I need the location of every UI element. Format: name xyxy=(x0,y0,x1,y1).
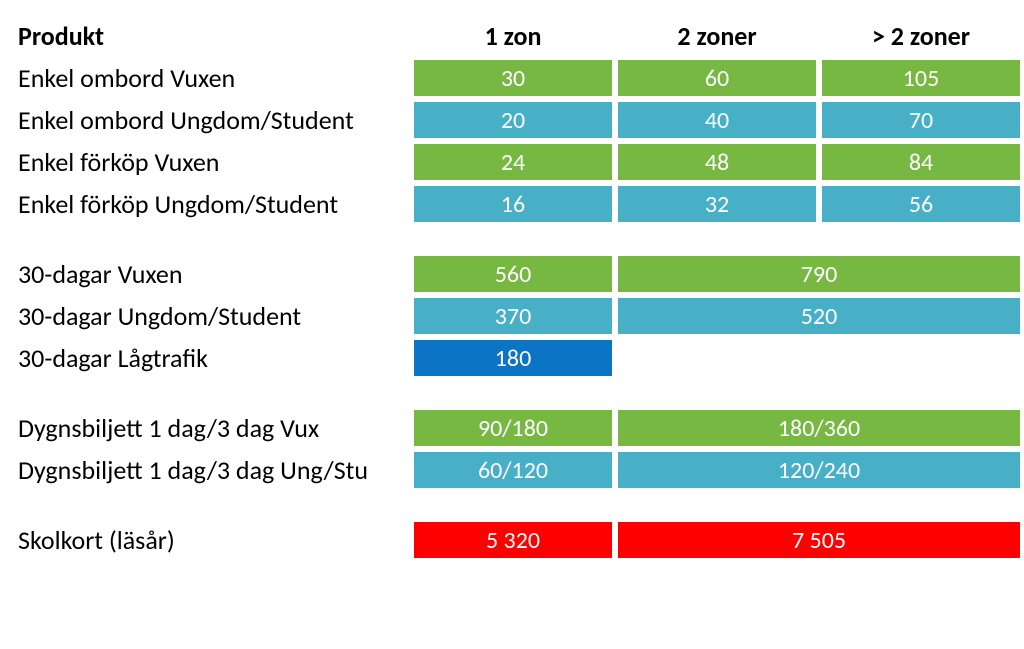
price-cell: 180/360 xyxy=(618,410,1020,446)
price-cell: 70 xyxy=(822,102,1020,138)
price-cell: 105 xyxy=(822,60,1020,96)
row-label: Enkel ombord Ungdom/Student xyxy=(18,102,408,138)
price-cell: 60/120 xyxy=(414,452,612,488)
header-zone-3: > 2 zoner xyxy=(822,18,1020,54)
row-label: 30-dagar Lågtrafik xyxy=(18,340,408,376)
header-zone-1: 1 zon xyxy=(414,18,612,54)
price-cell: 30 xyxy=(414,60,612,96)
row-label: Enkel förköp Ungdom/Student xyxy=(18,186,408,222)
price-cell: 520 xyxy=(618,298,1020,334)
price-cell: 7 505 xyxy=(618,522,1020,558)
price-cell: 40 xyxy=(618,102,816,138)
row-label: Skolkort (läsår) xyxy=(18,522,408,558)
price-cell: 60 xyxy=(618,60,816,96)
row-label: Enkel ombord Vuxen xyxy=(18,60,408,96)
group-spacer xyxy=(18,382,1020,404)
row-label: Dygnsbiljett 1 dag/3 dag Vux xyxy=(18,410,408,446)
price-cell: 370 xyxy=(414,298,612,334)
header-zone-2: 2 zoner xyxy=(618,18,816,54)
price-cell: 180 xyxy=(414,340,612,376)
price-cell: 560 xyxy=(414,256,612,292)
price-cell: 20 xyxy=(414,102,612,138)
row-label: Enkel förköp Vuxen xyxy=(18,144,408,180)
row-label: Dygnsbiljett 1 dag/3 dag Ung/Stu xyxy=(18,452,408,488)
price-cell: 120/240 xyxy=(618,452,1020,488)
price-cell: 48 xyxy=(618,144,816,180)
price-cell: 32 xyxy=(618,186,816,222)
price-cell: 16 xyxy=(414,186,612,222)
price-cell: 56 xyxy=(822,186,1020,222)
group-spacer xyxy=(18,494,1020,516)
group-spacer xyxy=(18,228,1020,250)
price-cell: 5 320 xyxy=(414,522,612,558)
header-product: Produkt xyxy=(18,18,408,54)
price-cell: 790 xyxy=(618,256,1020,292)
price-cell: 24 xyxy=(414,144,612,180)
price-cell: 90/180 xyxy=(414,410,612,446)
price-table: Produkt 1 zon 2 zoner > 2 zoner Enkel om… xyxy=(18,18,1006,558)
row-label: 30-dagar Ungdom/Student xyxy=(18,298,408,334)
row-label: 30-dagar Vuxen xyxy=(18,256,408,292)
price-cell: 84 xyxy=(822,144,1020,180)
